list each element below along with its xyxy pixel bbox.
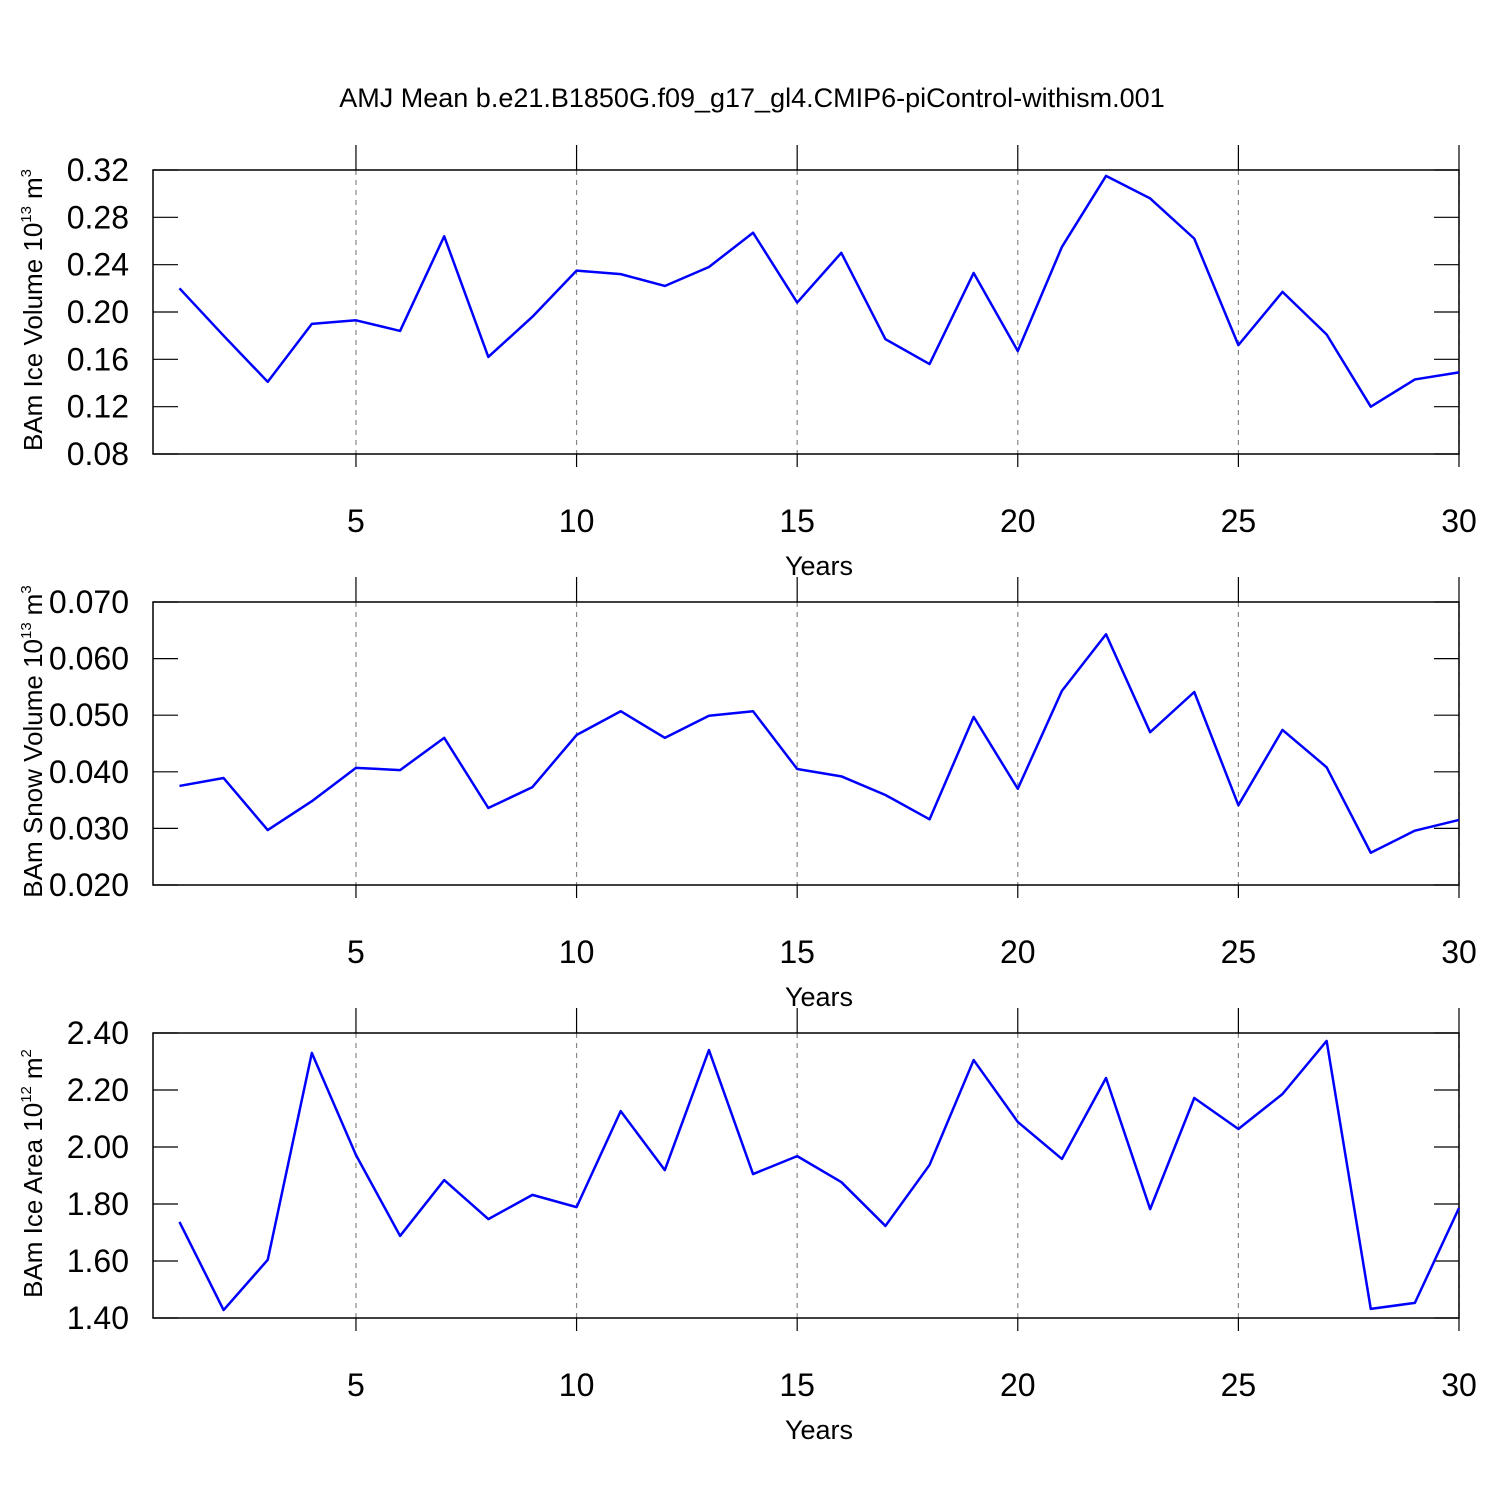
x-tick-label: 15 xyxy=(779,1367,815,1403)
x-tick-label: 15 xyxy=(779,934,815,970)
x-tick-label: 30 xyxy=(1441,934,1477,970)
y-tick-label: 0.12 xyxy=(67,389,129,425)
y-tick-label: 0.16 xyxy=(67,341,129,377)
y-tick-label: 1.40 xyxy=(67,1300,129,1336)
x-tick-label: 25 xyxy=(1221,503,1257,539)
panel: 5 10 15 20 25 30 0.020 0.030 0.040 0.050 0.060 0.07… xyxy=(18,577,1477,1012)
data-line xyxy=(179,633,1460,854)
y-axis-label-part: 3 xyxy=(18,169,35,177)
x-tick-label: 20 xyxy=(1000,503,1036,539)
y-axis-label: BAm Ice Volume 1013 m3 xyxy=(18,169,48,451)
panel: 5 10 15 20 25 30 0.08 0.12 0.16 0.20 0.24 0.28 0.32 Y… xyxy=(18,145,1477,581)
y-tick-label: 0.050 xyxy=(49,697,129,733)
y-axis-label-part: 13 xyxy=(18,622,35,639)
y-tick-label: 0.020 xyxy=(49,867,129,903)
y-axis-label-part: 13 xyxy=(18,206,35,223)
x-tick-label: 10 xyxy=(559,1367,595,1403)
x-axis-label: Years xyxy=(785,982,853,1012)
plot-frame xyxy=(152,601,1460,886)
plot-frame xyxy=(152,169,1460,455)
y-tick-label: 1.60 xyxy=(67,1243,129,1279)
x-tick-label: 10 xyxy=(559,503,595,539)
y-axis-label-part: m xyxy=(18,594,48,616)
x-axis-label: Years xyxy=(785,1415,853,1445)
y-tick-label: 2.00 xyxy=(67,1129,129,1165)
y-tick-label: 0.32 xyxy=(67,152,129,188)
y-tick-label: 0.24 xyxy=(67,247,129,283)
x-tick-label: 30 xyxy=(1441,503,1477,539)
x-tick-label: 15 xyxy=(779,503,815,539)
figure-title: AMJ Mean b.e21.B1850G.f09_g17_gl4.CMIP6-… xyxy=(339,83,1164,113)
y-tick-label: 0.030 xyxy=(49,810,129,846)
y-axis-label-part: m xyxy=(18,1057,48,1079)
y-axis-label-part: BAm Ice Area 10 xyxy=(18,1103,48,1298)
y-axis-label-part: 12 xyxy=(18,1086,35,1103)
x-tick-label: 20 xyxy=(1000,934,1036,970)
y-axis-label-part: m xyxy=(18,177,48,199)
x-tick-label: 10 xyxy=(559,934,595,970)
y-tick-label: 0.070 xyxy=(49,584,129,620)
y-tick-label: 2.40 xyxy=(67,1015,129,1051)
y-tick-label: 0.08 xyxy=(67,436,129,472)
data-line xyxy=(178,1039,1461,1312)
plot-frame xyxy=(152,1032,1460,1319)
data-line xyxy=(178,174,1460,408)
y-tick-label: 2.20 xyxy=(67,1072,129,1108)
x-tick-label: 5 xyxy=(347,934,365,970)
y-axis-label-part: 3 xyxy=(18,585,35,593)
x-tick-label: 20 xyxy=(1000,1367,1036,1403)
x-axis-label: Years xyxy=(785,551,853,581)
x-tick-label: 5 xyxy=(347,503,365,539)
x-tick-label: 25 xyxy=(1221,934,1257,970)
y-tick-label: 0.060 xyxy=(49,641,129,677)
y-axis-label-part: BAm Ice Volume 10 xyxy=(18,223,48,451)
panel: 5 10 15 20 25 30 1.40 1.60 1.80 2.00 2.20 2.40 Years… xyxy=(18,1008,1477,1445)
y-tick-label: 0.20 xyxy=(67,294,129,330)
x-tick-label: 25 xyxy=(1221,1367,1257,1403)
x-tick-label: 30 xyxy=(1441,1367,1477,1403)
y-axis-label: BAm Snow Volume 1013 m3 xyxy=(18,585,48,897)
x-tick-label: 5 xyxy=(347,1367,365,1403)
y-axis-label-part: 2 xyxy=(18,1049,35,1057)
y-tick-label: 0.040 xyxy=(49,754,129,790)
y-axis-label: BAm Ice Area 1012 m2 xyxy=(18,1049,48,1298)
y-axis-label-part: BAm Snow Volume 10 xyxy=(18,639,48,898)
y-tick-label: 0.28 xyxy=(67,199,129,235)
y-tick-label: 1.80 xyxy=(67,1186,129,1222)
